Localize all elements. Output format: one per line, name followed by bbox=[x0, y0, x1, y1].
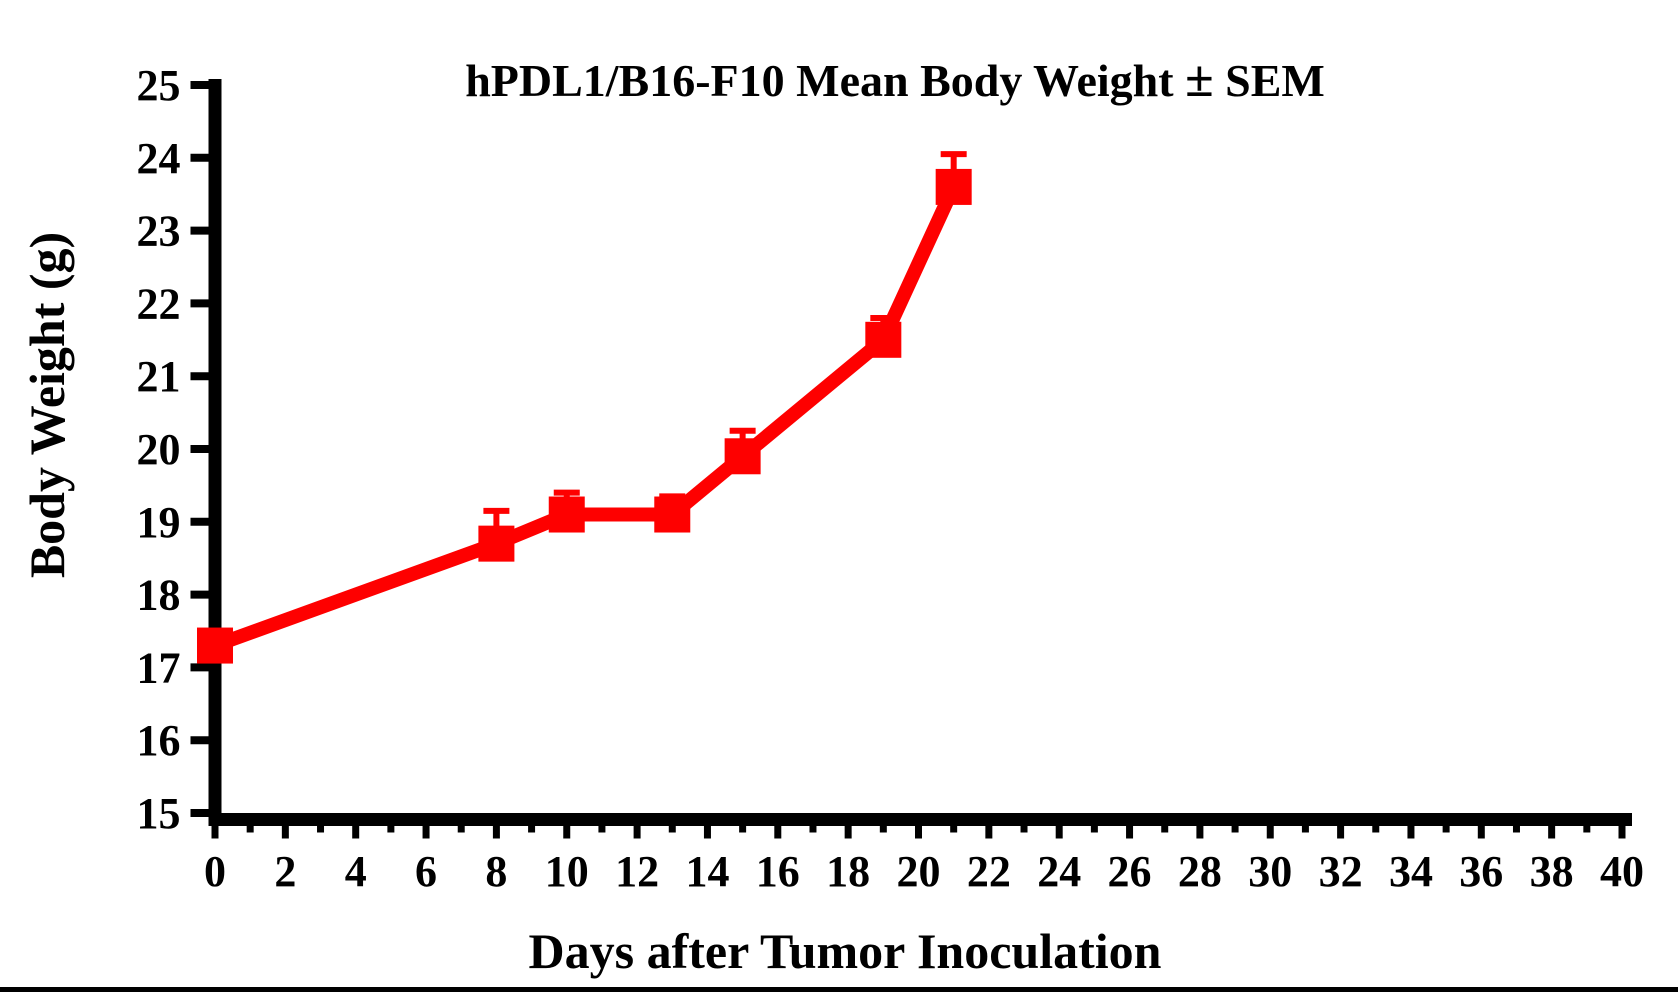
x-tick-label: 38 bbox=[1530, 847, 1574, 896]
data-point-marker bbox=[548, 496, 585, 533]
x-tick-label: 20 bbox=[897, 847, 941, 896]
y-tick-label: 23 bbox=[137, 207, 181, 256]
data-point-marker bbox=[865, 321, 902, 358]
x-tick-label: 36 bbox=[1459, 847, 1503, 896]
chart-title-main: hPDL1/B16-F10 Mean Body Weight bbox=[465, 55, 1174, 106]
x-tick-label: 2 bbox=[274, 847, 296, 896]
y-tick-label: 16 bbox=[137, 716, 181, 765]
data-point-marker bbox=[654, 496, 691, 533]
y-tick-label: 25 bbox=[137, 61, 181, 110]
chart-title-suffix: SEM bbox=[1225, 55, 1325, 106]
data-point-marker bbox=[724, 438, 761, 475]
plus-minus-symbol: ± bbox=[1185, 51, 1214, 108]
y-tick-label: 18 bbox=[137, 571, 181, 620]
x-tick-label: 24 bbox=[1037, 847, 1081, 896]
x-tick-label: 14 bbox=[685, 847, 729, 896]
y-tick-label: 21 bbox=[137, 352, 181, 401]
y-tick-label: 22 bbox=[137, 279, 181, 328]
chart-title: hPDL1/B16-F10 Mean Body Weight ± SEM bbox=[180, 50, 1610, 109]
x-tick-label: 22 bbox=[967, 847, 1011, 896]
x-tick-label: 40 bbox=[1600, 847, 1644, 896]
x-tick-label: 28 bbox=[1178, 847, 1222, 896]
x-axis-title: Days after Tumor Inoculation bbox=[528, 923, 1162, 979]
x-tick-label: 0 bbox=[204, 847, 226, 896]
data-point-marker bbox=[478, 525, 515, 562]
x-tick-label: 16 bbox=[756, 847, 800, 896]
y-tick-label: 20 bbox=[137, 425, 181, 474]
x-tick-label: 10 bbox=[545, 847, 589, 896]
x-tick-label: 26 bbox=[1108, 847, 1152, 896]
x-tick-label: 12 bbox=[615, 847, 659, 896]
data-point-marker bbox=[197, 627, 233, 664]
y-tick-label: 24 bbox=[137, 134, 181, 183]
y-tick-label: 19 bbox=[137, 498, 181, 547]
x-tick-label: 4 bbox=[345, 847, 367, 896]
series-line bbox=[208, 179, 961, 653]
x-tick-label: 6 bbox=[415, 847, 437, 896]
data-point-marker bbox=[935, 168, 972, 205]
x-tick-label: 8 bbox=[485, 847, 507, 896]
page-bottom-rule bbox=[0, 987, 1678, 992]
y-tick-label: 15 bbox=[137, 789, 181, 838]
x-tick-label: 30 bbox=[1248, 847, 1292, 896]
x-tick-label: 32 bbox=[1319, 847, 1363, 896]
x-tick-label: 18 bbox=[826, 847, 870, 896]
x-tick-label: 34 bbox=[1389, 847, 1433, 896]
axis-spine bbox=[208, 79, 1632, 826]
y-tick-label: 17 bbox=[137, 643, 181, 692]
